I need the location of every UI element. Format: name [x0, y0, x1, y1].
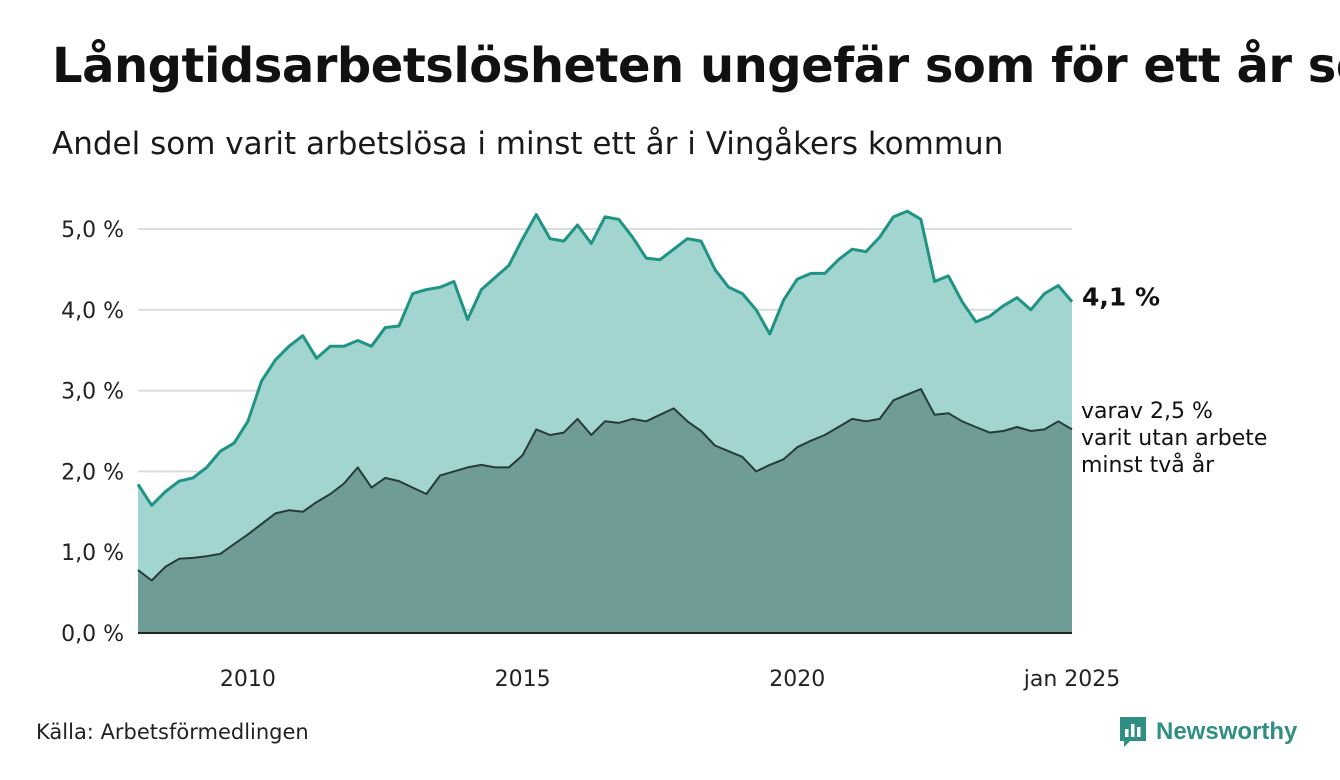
- series-areas: [136, 209, 1074, 633]
- bar-chart-icon: [1120, 717, 1146, 747]
- x-tick-label: 2020: [769, 667, 825, 692]
- series-area-1: [138, 389, 1072, 633]
- x-tick-label: 2010: [220, 667, 276, 692]
- series-line-1: [137, 388, 1073, 582]
- chart-title: Långtidsarbetslösheten ungefär som för e…: [52, 38, 1340, 94]
- x-tick-label: 2015: [495, 667, 551, 692]
- y-tick-label: 4,0 %: [61, 299, 124, 324]
- area-chart: 0,0 % 1,0 % 2,0 % 3,0 % 4,0 % 5,0 % 2010 2015 20…: [61, 209, 1267, 692]
- y-tick-label: 1,0 %: [61, 541, 124, 566]
- axes: 0,0 % 1,0 % 2,0 % 3,0 % 4,0 % 5,0 % 2010 2015 20…: [61, 218, 1120, 692]
- chart-subtitle: Andel som varit arbetslösa i minst ett å…: [52, 126, 1004, 162]
- y-tick-label: 2,0 %: [61, 460, 124, 485]
- y-tick-label: 0,0 %: [61, 622, 124, 647]
- annotation-line: varit utan arbete: [1081, 426, 1267, 451]
- y-tick-label: 3,0 %: [61, 380, 124, 405]
- end-value-label: 4,1 %: [1082, 283, 1160, 312]
- annotation-line: minst två år: [1081, 452, 1215, 478]
- brand-logo: Newsworthy: [1118, 714, 1297, 750]
- source-note: Källa: Arbetsförmedlingen: [36, 720, 309, 744]
- y-tick-label: 5,0 %: [61, 218, 124, 243]
- annotation-line: varav 2,5 %: [1081, 399, 1213, 424]
- brand-name: Newsworthy: [1156, 718, 1298, 745]
- x-tick-label: jan 2025: [1023, 667, 1121, 692]
- series-line-0: [136, 209, 1074, 507]
